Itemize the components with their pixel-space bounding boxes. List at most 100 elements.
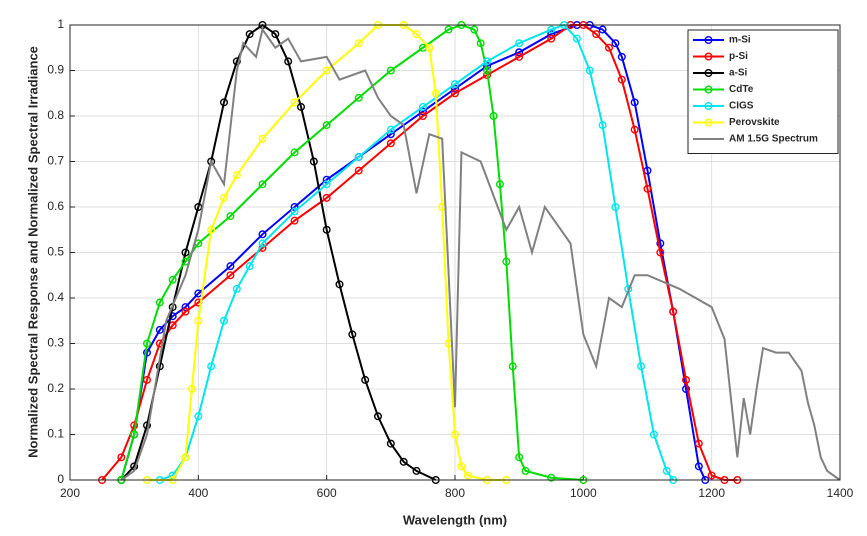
x-tick-label: 800 <box>445 486 465 500</box>
data-point <box>354 39 363 48</box>
data-point <box>386 439 395 448</box>
data-point <box>585 66 594 75</box>
data-point <box>643 184 652 193</box>
data-point <box>412 466 421 475</box>
legend-label: Perovskite <box>729 117 780 128</box>
data-point <box>322 66 331 75</box>
data-point <box>451 89 460 98</box>
data-point <box>630 98 639 107</box>
data-point <box>226 212 235 221</box>
legend-marker <box>704 68 713 77</box>
data-point <box>130 430 139 439</box>
data-point <box>322 121 331 130</box>
legend: m-Si p-Si a-Si CdTe CIGS Perovskite AM 1.5G Sp… <box>687 29 839 154</box>
data-point <box>232 284 241 293</box>
data-point <box>181 307 190 316</box>
data-point <box>451 430 460 439</box>
legend-label: CIGS <box>729 101 754 112</box>
data-point <box>476 39 485 48</box>
data-point <box>630 125 639 134</box>
y-tick-label: 1 <box>57 17 64 31</box>
data-point <box>694 462 703 471</box>
data-point <box>232 57 241 66</box>
x-tick-label: 600 <box>317 486 337 500</box>
data-point <box>284 57 293 66</box>
data-point <box>386 66 395 75</box>
data-point <box>515 453 524 462</box>
data-point <box>258 134 267 143</box>
data-point <box>669 307 678 316</box>
legend-box <box>687 29 839 154</box>
data-point <box>521 466 530 475</box>
x-tick-label: 1000 <box>570 486 597 500</box>
legend-marker <box>704 85 713 94</box>
data-point <box>515 48 524 57</box>
legend-marker <box>704 118 713 127</box>
data-point <box>656 248 665 257</box>
data-point <box>483 66 492 75</box>
data-point <box>271 30 280 39</box>
data-point <box>386 125 395 134</box>
data-point <box>451 80 460 89</box>
y-tick-label: 0.5 <box>47 245 64 259</box>
data-point <box>547 473 556 482</box>
data-point <box>168 275 177 284</box>
data-point <box>617 52 626 61</box>
legend-marker <box>704 36 713 45</box>
data-point <box>155 325 164 334</box>
data-point <box>656 239 665 248</box>
data-point <box>547 30 556 39</box>
data-point <box>425 43 434 52</box>
data-point <box>418 102 427 111</box>
data-point <box>508 362 517 371</box>
data-point <box>598 25 607 34</box>
y-tick-label: 0.9 <box>47 63 64 77</box>
data-point <box>322 193 331 202</box>
data-point <box>181 453 190 462</box>
x-tick-label: 400 <box>188 486 208 500</box>
data-point <box>470 25 479 34</box>
y-axis-title: Normalized Spectral Response and Normali… <box>25 46 40 458</box>
data-point <box>598 121 607 130</box>
data-point <box>258 239 267 248</box>
data-point <box>649 430 658 439</box>
data-point <box>297 102 306 111</box>
data-point <box>187 385 196 394</box>
x-tick-label: 200 <box>60 486 80 500</box>
y-tick-label: 0.3 <box>47 336 64 350</box>
y-tick-label: 0.1 <box>47 427 64 441</box>
data-point <box>232 171 241 180</box>
series-line <box>120 23 584 481</box>
data-point <box>181 303 190 312</box>
legend-label: CdTe <box>729 84 754 95</box>
data-point <box>515 52 524 61</box>
data-point <box>290 216 299 225</box>
data-point <box>374 412 383 421</box>
data-point <box>611 39 620 48</box>
data-point <box>322 225 331 234</box>
y-tick-label: 0.7 <box>47 154 64 168</box>
data-point <box>219 316 228 325</box>
data-point <box>245 262 254 271</box>
data-point <box>489 111 498 120</box>
legend-label: m-Si <box>729 35 751 46</box>
data-point <box>117 453 126 462</box>
data-point <box>463 471 472 480</box>
data-point <box>226 262 235 271</box>
legend-marker <box>704 52 713 61</box>
data-point <box>412 30 421 39</box>
data-point <box>354 152 363 161</box>
x-tick-label: 1200 <box>698 486 725 500</box>
y-tick-label: 0.8 <box>47 108 64 122</box>
data-point <box>572 34 581 43</box>
data-point <box>495 180 504 189</box>
data-point <box>694 439 703 448</box>
data-point <box>258 180 267 189</box>
series <box>120 27 841 481</box>
series <box>117 21 588 485</box>
data-point <box>547 34 556 43</box>
data-point <box>592 30 601 39</box>
data-point <box>682 375 691 384</box>
